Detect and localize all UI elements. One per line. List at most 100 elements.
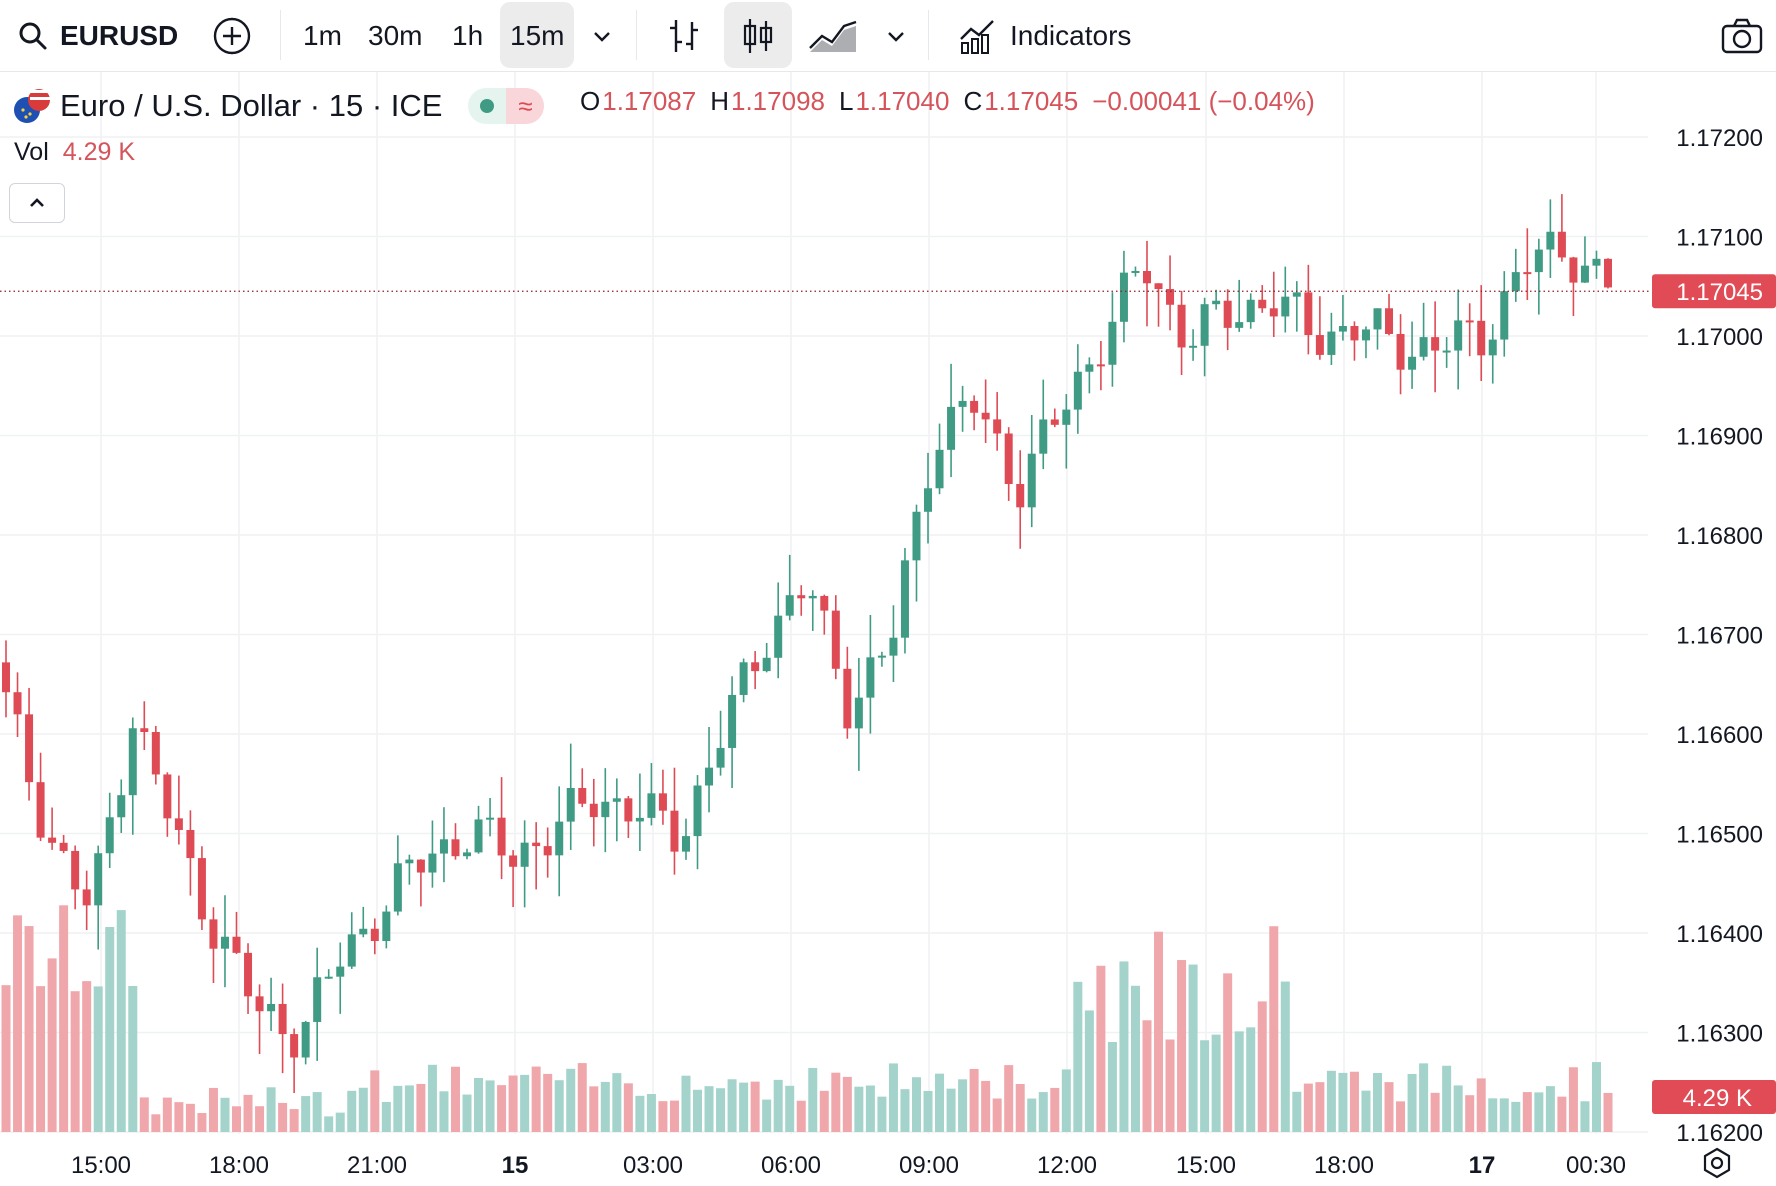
volume-bar bbox=[404, 1085, 414, 1132]
candle-body bbox=[1027, 453, 1036, 508]
volume-bar bbox=[1419, 1063, 1429, 1132]
bars-style-button[interactable] bbox=[666, 0, 702, 72]
price-tick-label: 1.16700 bbox=[1676, 623, 1763, 650]
volume-bar bbox=[1522, 1092, 1532, 1132]
volume-bar bbox=[900, 1089, 910, 1132]
volume-bar bbox=[946, 1088, 956, 1132]
volume-bar bbox=[1, 985, 11, 1132]
candle-body bbox=[393, 863, 402, 912]
candle-body bbox=[25, 714, 34, 783]
candle-body bbox=[1050, 419, 1059, 425]
candle-body bbox=[71, 850, 80, 890]
candle-body bbox=[1580, 265, 1589, 283]
indicators-label: Indicators bbox=[1010, 20, 1132, 51]
candle-body bbox=[797, 595, 806, 599]
volume-bar bbox=[831, 1072, 841, 1132]
interval-dropdown[interactable] bbox=[590, 0, 614, 72]
volume-bar bbox=[1349, 1071, 1359, 1132]
time-tick-label: 18:00 bbox=[209, 1152, 269, 1179]
volume-bar bbox=[70, 991, 80, 1132]
volume-bar bbox=[865, 1085, 875, 1132]
time-tick-label: 18:00 bbox=[1314, 1152, 1374, 1179]
candle-body bbox=[1385, 308, 1394, 334]
candle-body bbox=[244, 952, 253, 997]
indicators-button[interactable]: Indicators bbox=[958, 0, 1131, 72]
volume-bar bbox=[13, 915, 23, 1132]
candle-body bbox=[912, 511, 921, 561]
volume-bar bbox=[1568, 1067, 1578, 1132]
price-chart[interactable]: 1.17200 1.17100 1.17000 1.16900 1.16800 1.167… bbox=[0, 72, 1776, 1186]
candles-style-button[interactable] bbox=[740, 0, 776, 72]
volume-bar bbox=[485, 1080, 495, 1132]
candle-body bbox=[808, 595, 817, 599]
volume-bar bbox=[1476, 1078, 1486, 1132]
interval-label: 1h bbox=[452, 20, 484, 51]
market-status[interactable]: ≈ bbox=[468, 88, 545, 124]
volume-bars bbox=[1, 905, 1613, 1132]
interval-15m[interactable]: 15m bbox=[510, 0, 564, 72]
volume-bar bbox=[474, 1077, 484, 1132]
time-tick-label: 21:00 bbox=[347, 1152, 407, 1179]
price-tick-label: 1.16200 bbox=[1676, 1120, 1763, 1147]
volume-bar bbox=[116, 910, 126, 1132]
collapse-legend-button[interactable] bbox=[9, 183, 65, 223]
volume-bar bbox=[693, 1089, 703, 1132]
volume-bar bbox=[289, 1109, 299, 1132]
volume-value: 4.29 K bbox=[62, 138, 136, 166]
last-volume-label: 4.29 K bbox=[1683, 1085, 1752, 1112]
volume-bar bbox=[1326, 1070, 1336, 1132]
camera-icon bbox=[1721, 18, 1763, 54]
screenshot-button[interactable] bbox=[1720, 0, 1764, 72]
time-axis: 15:00 18:00 21:00 15 03:00 06:00 09:00 12:00 15:… bbox=[71, 1147, 1731, 1179]
compare-button[interactable] bbox=[212, 0, 252, 72]
interval-1h[interactable]: 1h bbox=[452, 0, 483, 72]
candle-body bbox=[48, 837, 57, 843]
volume-bar bbox=[105, 926, 115, 1132]
volume-bar bbox=[762, 1099, 772, 1132]
candle-body bbox=[174, 818, 183, 830]
volume-bar bbox=[704, 1086, 714, 1132]
volume-bar bbox=[151, 1114, 161, 1132]
candlesticks bbox=[2, 194, 1612, 1093]
volume-bar bbox=[1442, 1065, 1452, 1132]
candle-body bbox=[1350, 326, 1359, 341]
interval-30m[interactable]: 30m bbox=[368, 0, 422, 72]
volume-bar bbox=[1465, 1095, 1475, 1132]
candle-body bbox=[670, 810, 679, 852]
last-price-label: 1.17045 bbox=[1676, 279, 1763, 306]
candle-body bbox=[1154, 283, 1163, 290]
candle-body bbox=[1431, 337, 1440, 351]
candle-body bbox=[1177, 304, 1186, 348]
eu-us-flag-icon bbox=[14, 89, 50, 123]
candle-body bbox=[36, 782, 45, 838]
chart-type-dropdown[interactable] bbox=[884, 0, 908, 72]
volume-bar bbox=[1246, 1027, 1256, 1132]
candle-body bbox=[751, 662, 760, 672]
volume-bar bbox=[1177, 960, 1187, 1132]
area-style-button[interactable] bbox=[808, 0, 858, 72]
candle-body bbox=[428, 853, 437, 873]
volume-bar bbox=[208, 1087, 218, 1132]
candle-body bbox=[739, 662, 748, 695]
price-tick-label: 1.16800 bbox=[1676, 523, 1763, 550]
volume-bar bbox=[669, 1100, 679, 1132]
candle-body bbox=[370, 928, 379, 942]
series-title[interactable]: Euro / U.S. Dollar · 15 · ICE bbox=[60, 88, 443, 123]
close-value: 1.17045 bbox=[984, 86, 1079, 116]
interval-1m[interactable]: 1m bbox=[303, 0, 342, 72]
candle-body bbox=[820, 595, 829, 611]
candle-body bbox=[382, 911, 391, 942]
candle-body bbox=[1500, 291, 1509, 340]
volume-bar bbox=[935, 1073, 945, 1132]
symbol-search[interactable]: EURUSD bbox=[18, 0, 178, 72]
volume-bar bbox=[1591, 1062, 1601, 1132]
volume-bar bbox=[393, 1085, 403, 1132]
volume-bar bbox=[416, 1083, 426, 1132]
candle-body bbox=[1465, 320, 1474, 323]
volume-bar bbox=[220, 1097, 230, 1132]
volume-bar bbox=[1453, 1085, 1463, 1132]
volume-bar bbox=[24, 926, 34, 1132]
candle-body bbox=[705, 767, 714, 786]
price-tick-label: 1.16900 bbox=[1676, 424, 1763, 451]
low-value: 1.17040 bbox=[855, 86, 950, 116]
